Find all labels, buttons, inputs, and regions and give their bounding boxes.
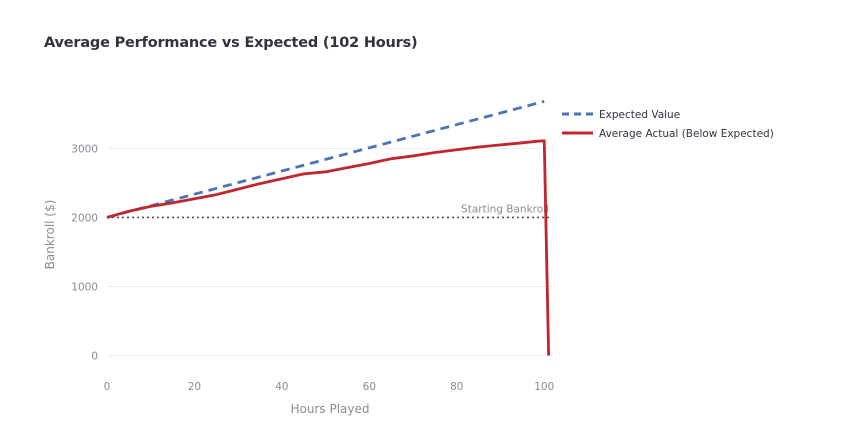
x-axis-title: Hours Played: [291, 402, 370, 416]
series-layer: [106, 100, 551, 356]
y-tick-label: 3000: [71, 143, 98, 155]
y-axis-ticks: 0 1000 2000 3000: [71, 143, 98, 362]
legend-label: Average Actual (Below Expected): [599, 128, 774, 140]
x-tick-label: 80: [450, 381, 463, 393]
chart-title: Average Performance vs Expected (102 Hou…: [44, 35, 418, 51]
y-tick-label: 0: [91, 351, 98, 363]
legend: Expected Value Average Actual (Below Expe…: [562, 109, 774, 140]
starting-bankroll-label: Starting Bankroll: [461, 203, 549, 215]
y-axis-title: Bankroll ($): [43, 200, 57, 270]
grid-layer: [107, 147, 553, 357]
x-tick-label: 20: [188, 381, 201, 393]
expected-value-line: [106, 100, 545, 219]
y-tick-label: 1000: [71, 281, 98, 293]
average-actual-line: [106, 139, 551, 356]
x-tick-label: 40: [275, 381, 288, 393]
legend-label: Expected Value: [599, 109, 680, 121]
x-axis-ticks: 0 20 40 60 80 100: [104, 381, 555, 393]
x-tick-label: 60: [363, 381, 376, 393]
x-tick-label: 100: [534, 381, 554, 393]
y-tick-label: 2000: [71, 212, 98, 224]
reference-layer: Starting Bankroll: [107, 203, 549, 219]
x-tick-label: 0: [104, 381, 111, 393]
